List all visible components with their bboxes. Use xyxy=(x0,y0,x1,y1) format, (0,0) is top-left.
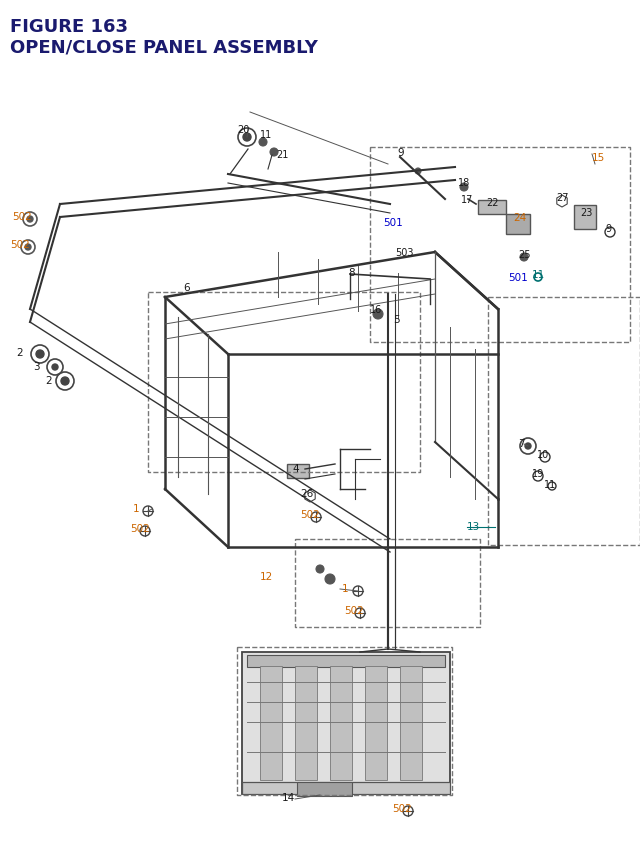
Text: 502: 502 xyxy=(130,523,150,533)
Bar xyxy=(242,653,450,794)
Text: 24: 24 xyxy=(513,213,526,223)
Text: 20: 20 xyxy=(237,125,250,135)
Text: 9: 9 xyxy=(397,148,404,158)
Circle shape xyxy=(27,217,33,223)
Text: 26: 26 xyxy=(300,488,313,499)
Text: 11: 11 xyxy=(260,130,272,139)
Bar xyxy=(247,655,445,667)
Bar xyxy=(260,666,282,780)
Text: 1: 1 xyxy=(133,504,140,513)
Text: 11: 11 xyxy=(532,269,545,280)
Circle shape xyxy=(259,139,267,147)
Text: OPEN/CLOSE PANEL ASSEMBLY: OPEN/CLOSE PANEL ASSEMBLY xyxy=(10,38,318,56)
Text: 501: 501 xyxy=(383,218,403,228)
Text: 502: 502 xyxy=(12,212,32,222)
Text: 25: 25 xyxy=(518,250,531,260)
Bar xyxy=(506,214,530,235)
Text: 17: 17 xyxy=(461,195,474,205)
Text: 21: 21 xyxy=(276,150,289,160)
Text: 11: 11 xyxy=(544,480,556,489)
Bar xyxy=(287,464,309,479)
Circle shape xyxy=(325,574,335,585)
Text: 502: 502 xyxy=(344,605,364,616)
Text: 2: 2 xyxy=(45,375,52,386)
Text: 22: 22 xyxy=(486,198,499,208)
Text: 502: 502 xyxy=(10,239,29,250)
Circle shape xyxy=(316,566,324,573)
Circle shape xyxy=(520,254,528,262)
Bar xyxy=(242,782,450,794)
Text: 2: 2 xyxy=(16,348,22,357)
Circle shape xyxy=(525,443,531,449)
Text: 9: 9 xyxy=(605,224,611,233)
Text: 501: 501 xyxy=(508,273,528,282)
Text: 5: 5 xyxy=(393,314,399,325)
Circle shape xyxy=(373,310,383,319)
Text: 8: 8 xyxy=(348,268,355,278)
Text: 19: 19 xyxy=(532,468,544,479)
Text: 18: 18 xyxy=(458,177,470,188)
Text: 3: 3 xyxy=(33,362,40,372)
Text: 15: 15 xyxy=(592,152,605,163)
Bar xyxy=(400,666,422,780)
Text: 1: 1 xyxy=(342,583,349,593)
Bar xyxy=(297,782,352,796)
Text: 502: 502 xyxy=(300,510,320,519)
Bar xyxy=(478,201,506,214)
Text: 502: 502 xyxy=(392,803,412,813)
Text: 12: 12 xyxy=(260,572,273,581)
Text: 10: 10 xyxy=(537,449,549,460)
Text: 503: 503 xyxy=(395,248,413,257)
Circle shape xyxy=(52,364,58,370)
Bar xyxy=(574,206,596,230)
Text: 7: 7 xyxy=(518,438,525,449)
Text: FIGURE 163: FIGURE 163 xyxy=(10,18,128,36)
Text: 27: 27 xyxy=(556,193,568,202)
Circle shape xyxy=(25,245,31,251)
Circle shape xyxy=(61,378,69,386)
Circle shape xyxy=(36,350,44,358)
Text: 4: 4 xyxy=(292,463,299,474)
Circle shape xyxy=(270,149,278,157)
Bar xyxy=(365,666,387,780)
Circle shape xyxy=(243,133,251,142)
Text: 13: 13 xyxy=(467,522,480,531)
Bar xyxy=(295,666,317,780)
Text: 6: 6 xyxy=(183,282,189,293)
Text: 16: 16 xyxy=(370,305,382,314)
Bar xyxy=(330,666,352,780)
Text: 23: 23 xyxy=(580,208,593,218)
Circle shape xyxy=(460,183,468,192)
Text: 14: 14 xyxy=(282,792,295,802)
Circle shape xyxy=(415,169,421,175)
